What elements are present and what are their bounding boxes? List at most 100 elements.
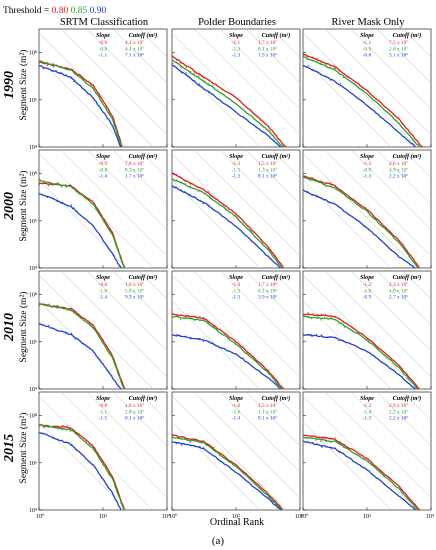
reference-line [172, 58, 261, 147]
series-point-0.90 [316, 443, 318, 445]
series-point-0.90 [76, 210, 78, 212]
series-line-0.80 [172, 433, 285, 510]
reference-line [376, 150, 431, 205]
series-point-0.90 [61, 330, 63, 332]
series-line-0.80 [172, 312, 285, 389]
legend-slope-0.90: -1.4 [99, 295, 108, 301]
series-point-0.90 [321, 446, 323, 448]
reference-line [112, 29, 167, 84]
legend-cutoff-0.85: 2.8 x 10⁷ [125, 409, 144, 415]
series-point-0.80 [311, 177, 313, 179]
series-point-0.80 [47, 64, 49, 67]
series-point-0.85 [39, 302, 41, 304]
series-point-0.80 [342, 321, 344, 323]
reference-line [402, 392, 431, 421]
series-point-0.90 [198, 83, 200, 85]
y-tick-label: 10⁴ [29, 508, 37, 514]
series-point-0.80 [179, 62, 181, 64]
series-line-0.85 [39, 60, 123, 147]
series-point-0.80 [48, 185, 50, 187]
series-point-0.90 [330, 79, 332, 81]
reference-line [172, 32, 287, 147]
series-line-0.85 [303, 176, 419, 268]
legend-header-cutoff: Cutoff (m²) [129, 395, 158, 402]
series-point-0.85 [181, 181, 183, 183]
series-line-0.85 [172, 178, 284, 268]
series-point-0.85 [42, 181, 45, 184]
reference-line [172, 300, 261, 389]
row-label-1990: 1990 [2, 71, 17, 99]
series-point-0.90 [179, 336, 181, 338]
reference-line [350, 271, 431, 352]
series-point-0.85 [189, 185, 192, 187]
series-point-0.85 [330, 441, 332, 444]
legend-slope-0.85: -0.8 [99, 167, 108, 173]
panel-grid: 10⁸ 10⁶ 10⁴ Slope Cutoff (m²) -0.9 4.1 x 10⁷ -0… [29, 28, 434, 520]
series-point-0.85 [69, 185, 71, 187]
panel-plot-area [172, 150, 300, 268]
series-line-0.80 [303, 434, 421, 510]
series-point-0.80 [302, 177, 303, 178]
reference-line [303, 300, 392, 389]
series-point-0.90 [342, 210, 345, 212]
y-tick-label: 10⁶ [29, 461, 37, 467]
series-point-0.90 [202, 203, 204, 205]
panel-plot-area [172, 392, 300, 510]
series-line-0.90 [303, 189, 416, 268]
series-point-0.90 [189, 76, 191, 79]
legend-cutoff-0.85: 8.1 x 10⁶ [258, 46, 277, 52]
series-point-0.80 [62, 425, 64, 427]
series-point-0.85 [338, 443, 341, 445]
series-point-0.90 [52, 70, 54, 72]
reference-line [60, 29, 167, 136]
series-point-0.85 [61, 429, 63, 431]
series-point-0.85 [176, 179, 178, 181]
y-axis-label-2010: Segment Size (m²) [18, 292, 29, 363]
legend-slope-0.80: -1.1 [232, 40, 241, 46]
series-point-0.85 [316, 316, 318, 318]
series-point-0.85 [74, 73, 76, 75]
series-point-0.85 [344, 194, 346, 196]
series-point-0.85 [311, 437, 313, 439]
series-point-0.90 [51, 327, 53, 329]
series-point-0.90 [199, 199, 201, 201]
reference-line [193, 392, 300, 499]
series-point-0.90 [42, 432, 44, 434]
panel-plot-area [39, 150, 167, 268]
series-point-0.90 [70, 204, 72, 206]
series-point-0.85 [303, 176, 304, 178]
series-point-0.80 [212, 196, 214, 198]
series-point-0.90 [172, 184, 173, 186]
reference-line [193, 271, 300, 378]
panel-2000-river: Slope Cutoff (m²) -1.2 2.6 x 10⁷ -0.9 4.9 x 1… [302, 149, 432, 269]
series-point-0.80 [207, 191, 209, 193]
y-tick-label: 10⁸ [29, 414, 37, 420]
series-line-0.90 [303, 64, 417, 147]
panel-2010-srtm: 10⁸ 10⁶ 10⁴ Slope Cutoff (m²) -0.8 1.8 x 10⁷ -1… [29, 270, 168, 393]
series-point-0.85 [69, 69, 71, 71]
series-point-0.85 [315, 439, 317, 441]
series-point-0.90 [66, 204, 68, 206]
series-point-0.90 [321, 334, 323, 336]
reference-line [138, 150, 167, 179]
series-point-0.85 [74, 432, 76, 434]
series-line-0.90 [39, 322, 122, 389]
series-point-0.80 [189, 66, 192, 69]
series-point-0.90 [315, 333, 318, 336]
reference-line [245, 29, 300, 84]
reference-line [271, 150, 300, 179]
series-point-0.80 [315, 436, 317, 438]
panel-plot-area [303, 271, 431, 389]
series-point-0.80 [208, 321, 210, 324]
series-point-0.90 [208, 452, 210, 454]
series-point-0.80 [172, 173, 173, 175]
legend-header-slope: Slope [229, 274, 243, 281]
series-point-0.85 [311, 318, 313, 320]
legend-cutoff-0.85: 5.8 x 10⁷ [125, 288, 144, 294]
series-line-0.85 [172, 315, 284, 389]
series-point-0.80 [328, 437, 331, 439]
y-axis-label-1990: Segment Size (m²) [18, 50, 29, 121]
series-point-0.80 [213, 446, 215, 448]
legend-slope-0.80: -1.1 [363, 40, 372, 46]
